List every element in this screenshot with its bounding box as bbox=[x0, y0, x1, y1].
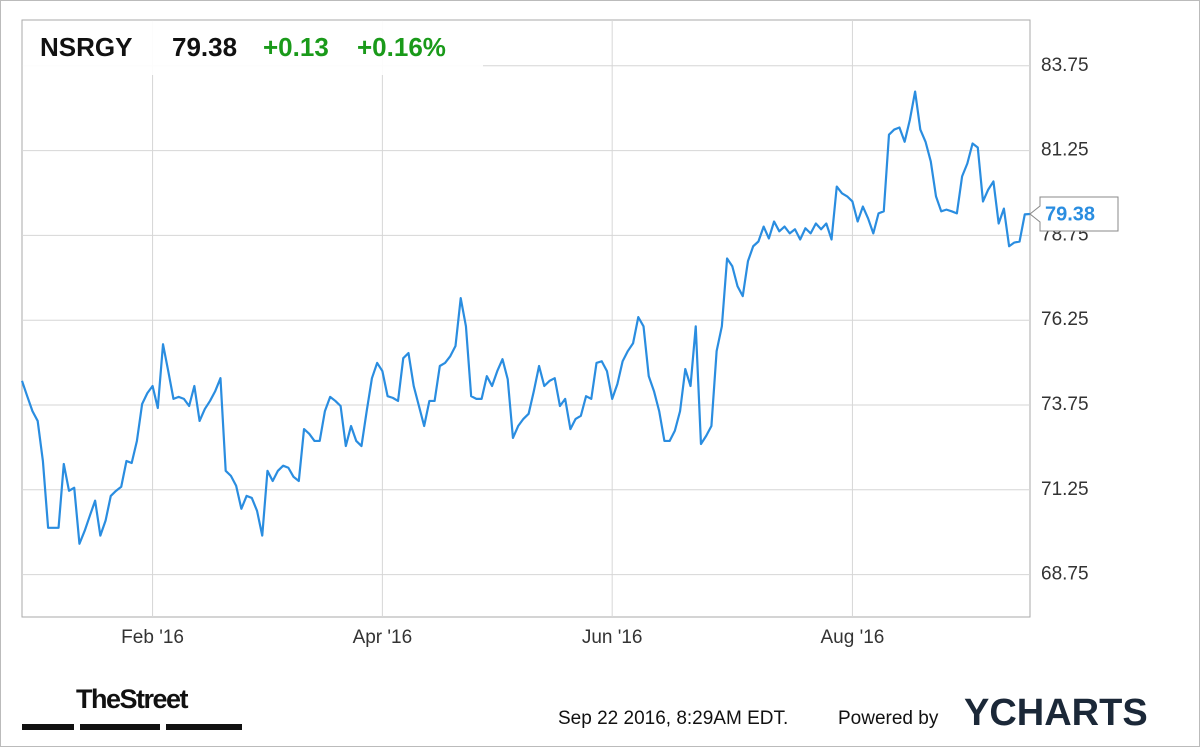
price: 79.38 bbox=[172, 32, 237, 62]
y-tick-label: 68.75 bbox=[1041, 564, 1089, 585]
plot-border bbox=[21, 19, 1031, 618]
plot-area bbox=[21, 19, 1031, 618]
logo-bar bbox=[22, 724, 74, 730]
x-tick-label: Apr '16 bbox=[353, 627, 413, 648]
y-tick-label: 81.25 bbox=[1041, 140, 1089, 161]
x-tick-label: Feb '16 bbox=[121, 627, 184, 648]
timestamp: Sep 22 2016, 8:29AM EDT. bbox=[558, 708, 788, 729]
logo-bar bbox=[80, 724, 160, 730]
header-box bbox=[23, 21, 483, 75]
x-tick-label: Aug '16 bbox=[820, 627, 884, 648]
powered-by: Powered by bbox=[838, 708, 939, 729]
price-line bbox=[20, 90, 1031, 545]
y-tick-label: 76.25 bbox=[1041, 309, 1089, 330]
footer: TheStreet Sep 22 2016, 8:29AM EDT. Power… bbox=[22, 684, 1148, 734]
change-percent: +0.16% bbox=[357, 32, 446, 62]
ticker: NSRGY bbox=[40, 32, 132, 62]
header: NSRGY 79.38 +0.13 +0.16% bbox=[23, 21, 483, 75]
y-tick-label: 71.25 bbox=[1041, 479, 1089, 500]
x-tick-label: Jun '16 bbox=[582, 627, 643, 648]
source-logo: TheStreet bbox=[76, 684, 189, 714]
series: 79.38 bbox=[20, 90, 1119, 545]
logo-bar bbox=[166, 724, 242, 730]
y-tick-label: 73.75 bbox=[1041, 394, 1089, 415]
y-tick-label: 83.75 bbox=[1041, 55, 1089, 76]
last-value-label: 79.38 bbox=[1045, 203, 1095, 225]
brand-logo: YCHARTS bbox=[964, 692, 1148, 734]
change: +0.13 bbox=[263, 32, 329, 62]
last-value-box bbox=[1029, 196, 1119, 232]
